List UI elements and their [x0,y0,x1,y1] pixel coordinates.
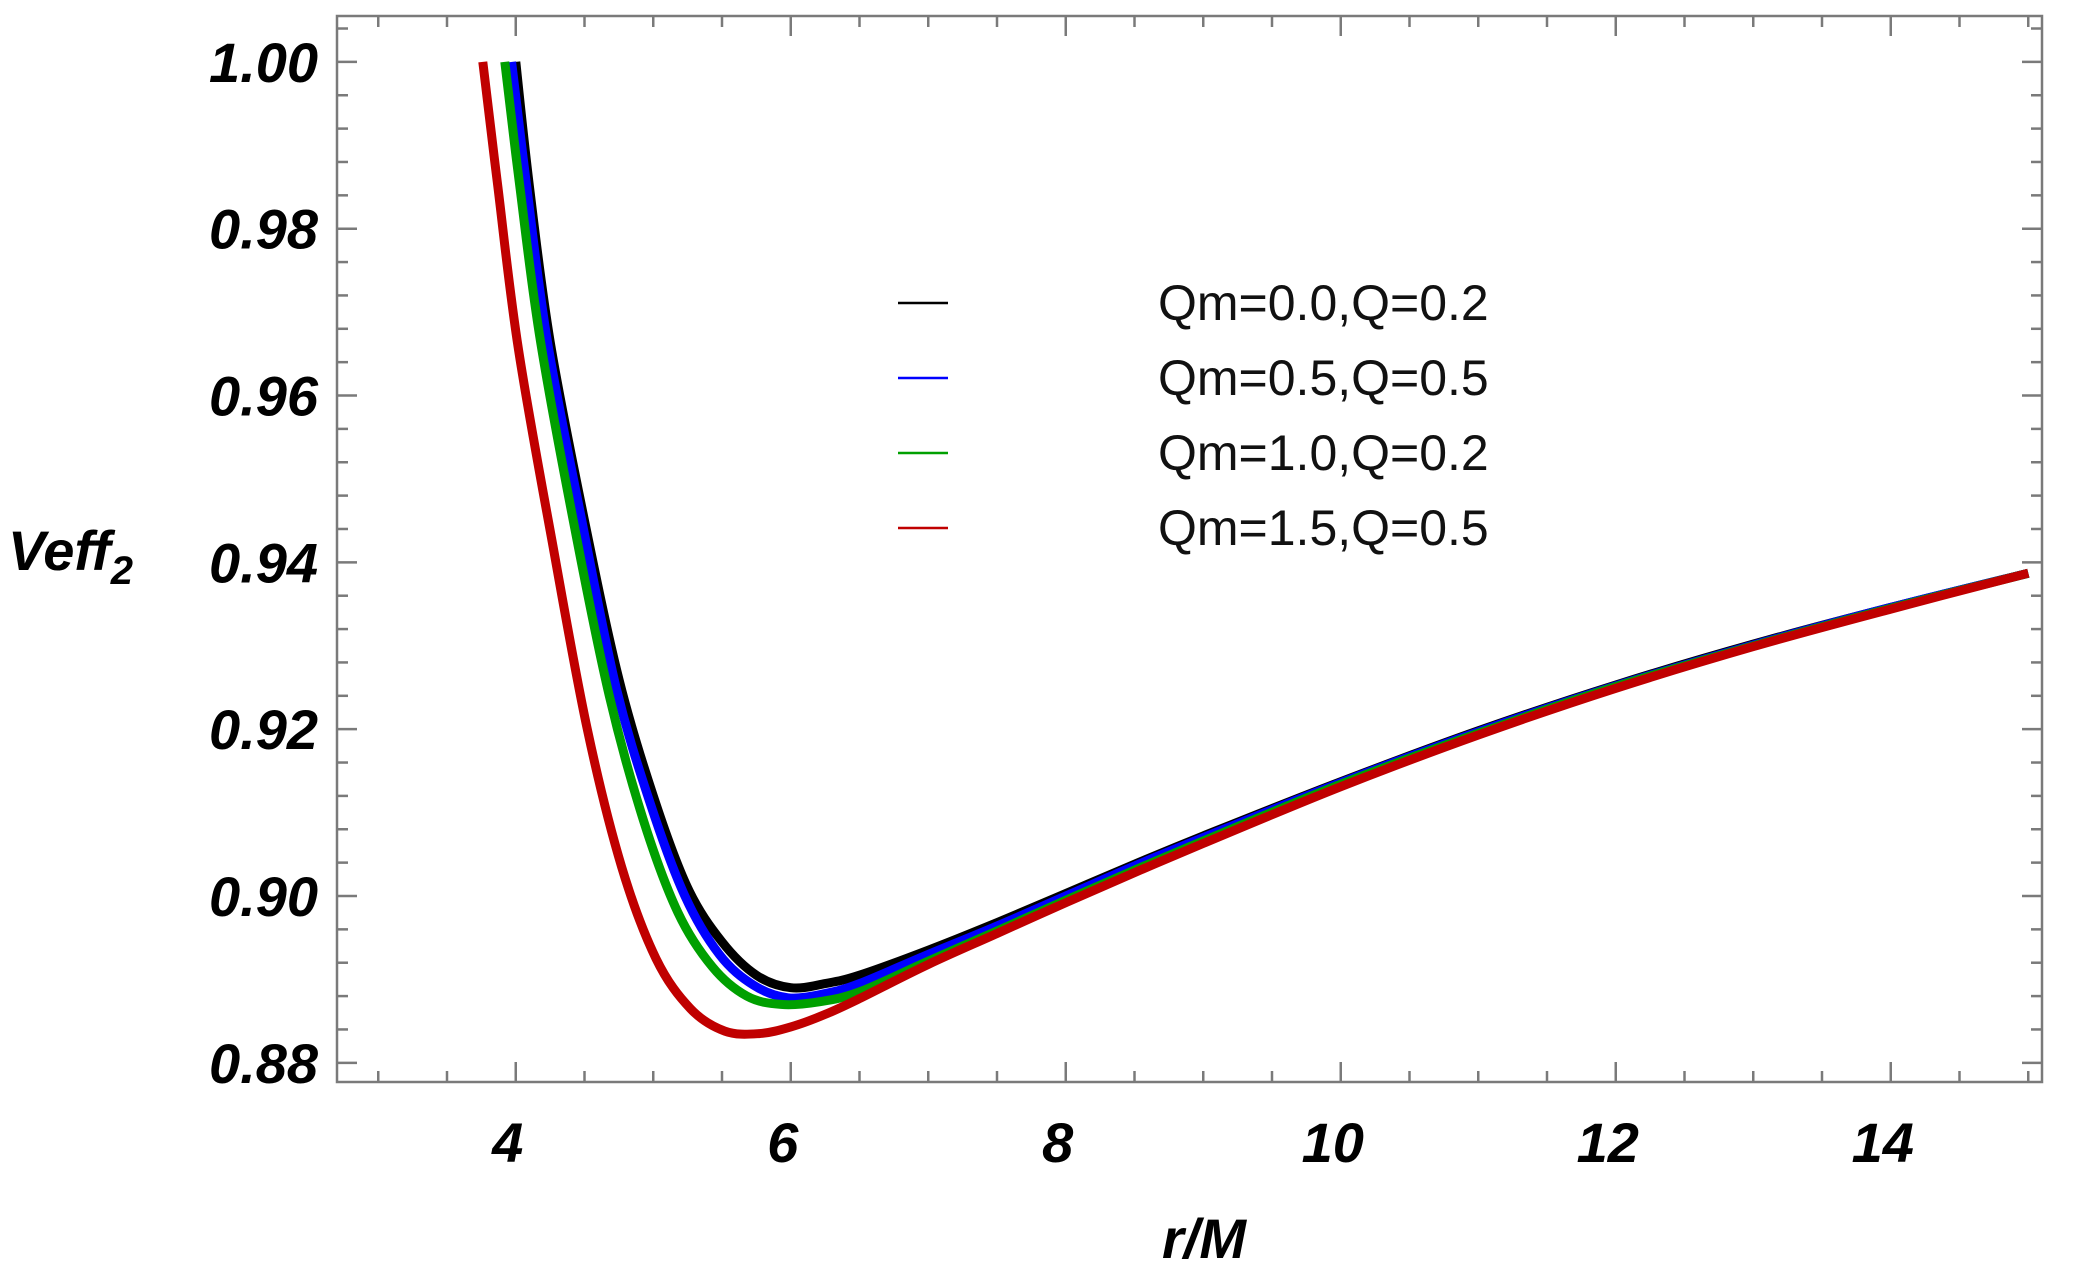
legend: Qm=0.0,Q=0.2 Qm=0.5,Q=0.5 Qm=1.0,Q=0.2 Qm=1… [898,275,1489,556]
y-tick-label: 0.88 [209,1032,319,1095]
x-tick-label: 12 [1577,1111,1639,1174]
y-tick-label: 0.98 [209,198,319,261]
plot-frame [335,14,2044,1084]
y-tick-label: 0.90 [209,865,318,928]
x-tick-label: 14 [1852,1111,1914,1174]
legend-label-4: Qm=1.5,Q=0.5 [1158,500,1489,556]
y-tick-label: 0.96 [209,365,319,428]
legend-label-2: Qm=0.5,Q=0.5 [1158,350,1489,406]
y-axis-label: Veff2 [8,519,133,593]
x-tick-label: 6 [767,1111,799,1174]
x-tick-label: 4 [491,1111,523,1174]
x-tick-label: 8 [1042,1111,1074,1174]
y-axis-label-subscript: 2 [110,549,133,593]
x-tick-label: 10 [1302,1111,1364,1174]
legend-label-3: Qm=1.0,Q=0.2 [1158,425,1489,481]
tick-labels: 4 6 8 10 12 14 0.88 0.90 0.92 0.94 0.96 0.98 1.00 [209,31,1914,1174]
y-tick-label: 0.94 [209,531,318,594]
axis-ticks [337,16,2042,1082]
y-axis-label-main: Veff [8,519,116,582]
x-axis-label: r/M [1162,1207,1247,1270]
y-tick-label: 0.92 [209,698,318,761]
series-line-4 [478,61,2030,1039]
series-lines [478,61,2030,1039]
legend-label-1: Qm=0.0,Q=0.2 [1158,275,1489,331]
y-tick-label: 1.00 [209,31,318,94]
